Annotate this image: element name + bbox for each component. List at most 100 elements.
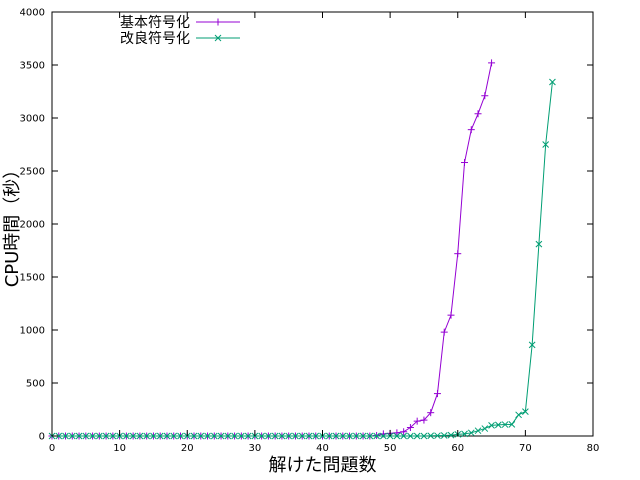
x-tick-label: 70 — [519, 443, 532, 454]
data-point — [413, 432, 421, 440]
data-point — [461, 159, 469, 167]
data-point — [508, 420, 516, 428]
data-point — [413, 417, 421, 425]
legend-marker — [214, 34, 222, 42]
data-point — [366, 432, 374, 440]
data-point — [488, 59, 496, 67]
y-tick-label: 0 — [39, 432, 45, 443]
data-point — [494, 421, 502, 429]
data-point — [380, 432, 387, 440]
data-point — [400, 428, 408, 436]
x-tick-label: 20 — [181, 443, 194, 454]
data-point — [339, 432, 347, 440]
data-point — [488, 422, 495, 429]
data-point — [150, 432, 157, 440]
y-axis-label: CPU時間（秒） — [2, 161, 23, 288]
axis-layer: 0 10 20 30 40 50 60 70 80 0 500 1000 1500 2000 2500 300… — [20, 8, 600, 455]
series-line — [52, 62, 493, 437]
data-point — [265, 432, 272, 440]
data-point — [143, 432, 151, 440]
x-axis-label: 解けた問題数 — [269, 455, 377, 476]
data-point — [305, 432, 313, 440]
data-point — [197, 432, 205, 440]
data-point — [68, 432, 76, 440]
data-point — [237, 432, 245, 440]
data-point — [82, 432, 90, 440]
y-tick-label: 1000 — [20, 326, 45, 337]
series-2 — [48, 78, 556, 440]
plot-layer — [51, 11, 594, 437]
series-line — [52, 81, 553, 437]
data-point — [210, 432, 218, 440]
data-point — [163, 432, 171, 440]
series-1 — [48, 59, 496, 440]
data-point — [420, 432, 428, 440]
data-point — [109, 432, 117, 440]
data-point — [447, 431, 455, 439]
data-point — [62, 432, 69, 440]
data-point — [136, 432, 144, 440]
data-point — [190, 432, 198, 440]
x-tick-label: 30 — [249, 443, 262, 454]
data-point — [292, 432, 299, 440]
y-tick-label: 4000 — [20, 8, 45, 19]
data-point — [75, 432, 83, 440]
series-layer — [48, 59, 556, 440]
legend-label: 改良符号化 — [120, 31, 190, 47]
data-point — [481, 425, 489, 432]
data-point — [123, 432, 130, 440]
data-point — [258, 432, 265, 440]
data-point — [102, 432, 110, 440]
y-tick-label: 3000 — [20, 114, 45, 125]
data-point — [467, 126, 475, 134]
data-point — [447, 311, 455, 319]
data-point — [528, 341, 536, 349]
y-tick-label: 2000 — [20, 220, 45, 231]
data-point — [393, 432, 401, 440]
data-point — [89, 432, 96, 440]
data-point — [129, 432, 137, 440]
legend-marker — [214, 18, 222, 26]
data-point — [549, 78, 556, 86]
data-point — [373, 432, 380, 440]
data-point — [55, 432, 63, 440]
data-point — [542, 141, 550, 148]
data-point — [427, 409, 435, 417]
data-point — [433, 390, 441, 398]
data-point — [522, 408, 529, 415]
data-point — [461, 430, 468, 438]
data-point — [298, 432, 306, 440]
data-point — [359, 432, 367, 440]
data-point — [156, 432, 164, 440]
x-tick-label: 40 — [316, 443, 329, 454]
y-tick-label: 3500 — [20, 61, 45, 72]
data-point — [474, 110, 482, 118]
data-point — [400, 432, 408, 440]
data-point — [454, 250, 462, 258]
plot-frame — [51, 11, 594, 437]
data-point — [440, 432, 448, 439]
data-point — [474, 427, 482, 435]
data-point — [332, 432, 340, 440]
legend-label: 基本符号化 — [120, 14, 190, 31]
data-point — [217, 432, 225, 440]
data-point — [393, 429, 401, 437]
data-point — [346, 432, 353, 440]
data-point — [325, 432, 333, 440]
data-point — [434, 432, 441, 440]
x-tick-label: 0 — [49, 443, 55, 454]
data-point — [352, 432, 360, 440]
data-point — [481, 92, 489, 100]
data-point — [535, 240, 543, 248]
data-point — [177, 432, 184, 440]
data-point — [271, 432, 279, 440]
y-tick-label: 500 — [26, 379, 45, 390]
data-point — [467, 429, 475, 437]
data-point — [515, 411, 522, 419]
data-point — [427, 432, 435, 440]
data-point — [224, 432, 232, 440]
x-tick-label: 50 — [384, 443, 397, 454]
data-point — [407, 432, 414, 440]
